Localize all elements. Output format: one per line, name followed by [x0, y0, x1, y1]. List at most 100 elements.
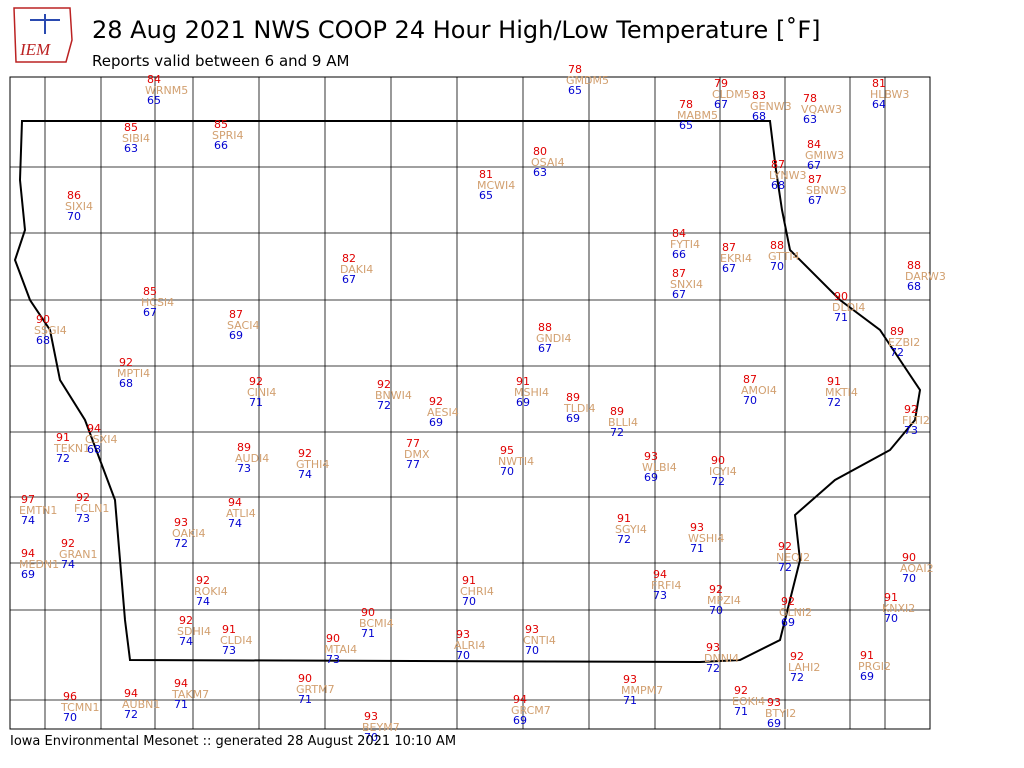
high-temp: 94 [513, 693, 527, 706]
station-id: SGYI4 [615, 523, 647, 536]
high-temp: 92 [61, 537, 75, 550]
low-temp: 74 [61, 558, 75, 571]
low-temp: 69 [644, 471, 658, 484]
high-temp: 89 [566, 391, 580, 404]
station-id: FCLN1 [74, 502, 109, 515]
high-temp: 91 [222, 623, 236, 636]
low-temp: 70 [67, 210, 81, 223]
station-id: LYNW3 [769, 169, 807, 182]
station-id: SSGI4 [34, 324, 67, 337]
station-id: MPTI4 [117, 367, 150, 380]
station-id: ALRI4 [454, 639, 486, 652]
high-temp: 92 [377, 378, 391, 391]
low-temp: 68 [752, 110, 766, 123]
low-temp: 70 [364, 731, 378, 744]
station-id: GTHI4 [296, 458, 329, 471]
low-temp: 65 [479, 189, 493, 202]
station-id: NEQI2 [776, 551, 810, 564]
high-temp: 90 [326, 632, 340, 645]
low-temp: 67 [807, 159, 821, 172]
low-temp: 73 [326, 653, 340, 666]
high-temp: 91 [56, 431, 70, 444]
station-id: GRCM7 [511, 704, 551, 717]
low-temp: 64 [872, 98, 886, 111]
low-temp: 71 [361, 627, 375, 640]
high-temp: 81 [479, 168, 493, 181]
station-id: PRGI2 [858, 660, 891, 673]
low-temp: 73 [222, 644, 236, 657]
high-temp: 93 [690, 521, 704, 534]
low-temp: 73 [237, 462, 251, 475]
station-id: SACI4 [227, 319, 259, 332]
high-temp: 90 [298, 672, 312, 685]
low-temp: 67 [538, 342, 552, 355]
station-id: SBNW3 [806, 184, 847, 197]
high-temp: 78 [568, 63, 582, 76]
high-temp: 93 [767, 696, 781, 709]
high-temp: 92 [196, 574, 210, 587]
station-id: BEYM7 [362, 721, 400, 734]
station-id: ICYI4 [709, 465, 737, 478]
station-id: OAKI4 [172, 527, 205, 540]
high-temp: 90 [36, 313, 50, 326]
low-temp: 69 [429, 416, 443, 429]
low-temp: 74 [179, 635, 193, 648]
station-id: GTTI4 [768, 250, 800, 263]
station-id: SDHI4 [177, 625, 211, 638]
station-id: FYTI4 [670, 238, 700, 251]
high-temp: 92 [76, 491, 90, 504]
low-temp: 71 [623, 694, 637, 707]
low-temp: 71 [834, 311, 848, 324]
low-temp: 70 [743, 394, 757, 407]
high-temp: 89 [237, 441, 251, 454]
station-id: GRAN1 [59, 548, 97, 561]
low-temp: 71 [690, 542, 704, 555]
high-temp: 88 [770, 239, 784, 252]
station-id: AUDI4 [235, 452, 269, 465]
station-id: AMOI4 [741, 384, 777, 397]
station-id: SNXI4 [670, 278, 703, 291]
high-temp: 79 [714, 77, 728, 90]
station-id: AOAI2 [900, 562, 934, 575]
low-temp: 74 [21, 514, 35, 527]
station-id: CHRI4 [460, 585, 494, 598]
station-id: TEKN1 [53, 442, 90, 455]
station-id: EZBI2 [888, 336, 920, 349]
station-id: MPZI4 [707, 594, 741, 607]
high-temp: 93 [623, 673, 637, 686]
low-temp: 69 [781, 616, 795, 629]
station-id: BLLI4 [608, 416, 638, 429]
low-temp: 72 [706, 662, 720, 675]
station-id: WSHI4 [688, 532, 724, 545]
station-id: FLTI2 [902, 414, 930, 427]
low-temp: 69 [229, 329, 243, 342]
high-temp: 85 [124, 121, 138, 134]
station-id: VQAW3 [801, 103, 842, 116]
high-temp: 94 [228, 496, 242, 509]
station-id: BCMI4 [359, 617, 394, 630]
high-temp: 94 [21, 547, 35, 560]
low-temp: 69 [21, 568, 35, 581]
high-temp: 90 [711, 454, 725, 467]
station-id: MEDN1 [19, 558, 59, 571]
high-temp: 95 [500, 444, 514, 457]
station-id: DARW3 [905, 270, 946, 283]
station-id: NWTI4 [498, 455, 534, 468]
station-id: HCSI4 [141, 296, 174, 309]
low-temp: 65 [568, 84, 582, 97]
low-temp: 72 [56, 452, 70, 465]
high-temp: 87 [229, 308, 243, 321]
low-temp: 72 [617, 533, 631, 546]
low-temp: 70 [884, 612, 898, 625]
footer: Iowa Environmental Mesonet :: generated … [10, 734, 456, 749]
iowa-border [13, 120, 922, 664]
high-temp: 91 [617, 512, 631, 525]
high-temp: 97 [21, 493, 35, 506]
low-temp: 67 [714, 98, 728, 111]
low-temp: 69 [516, 396, 530, 409]
station-id: AESI4 [427, 406, 459, 419]
high-temp: 87 [808, 173, 822, 186]
low-temp: 74 [196, 595, 210, 608]
county-lines [10, 77, 930, 729]
high-temp: 93 [174, 516, 188, 529]
